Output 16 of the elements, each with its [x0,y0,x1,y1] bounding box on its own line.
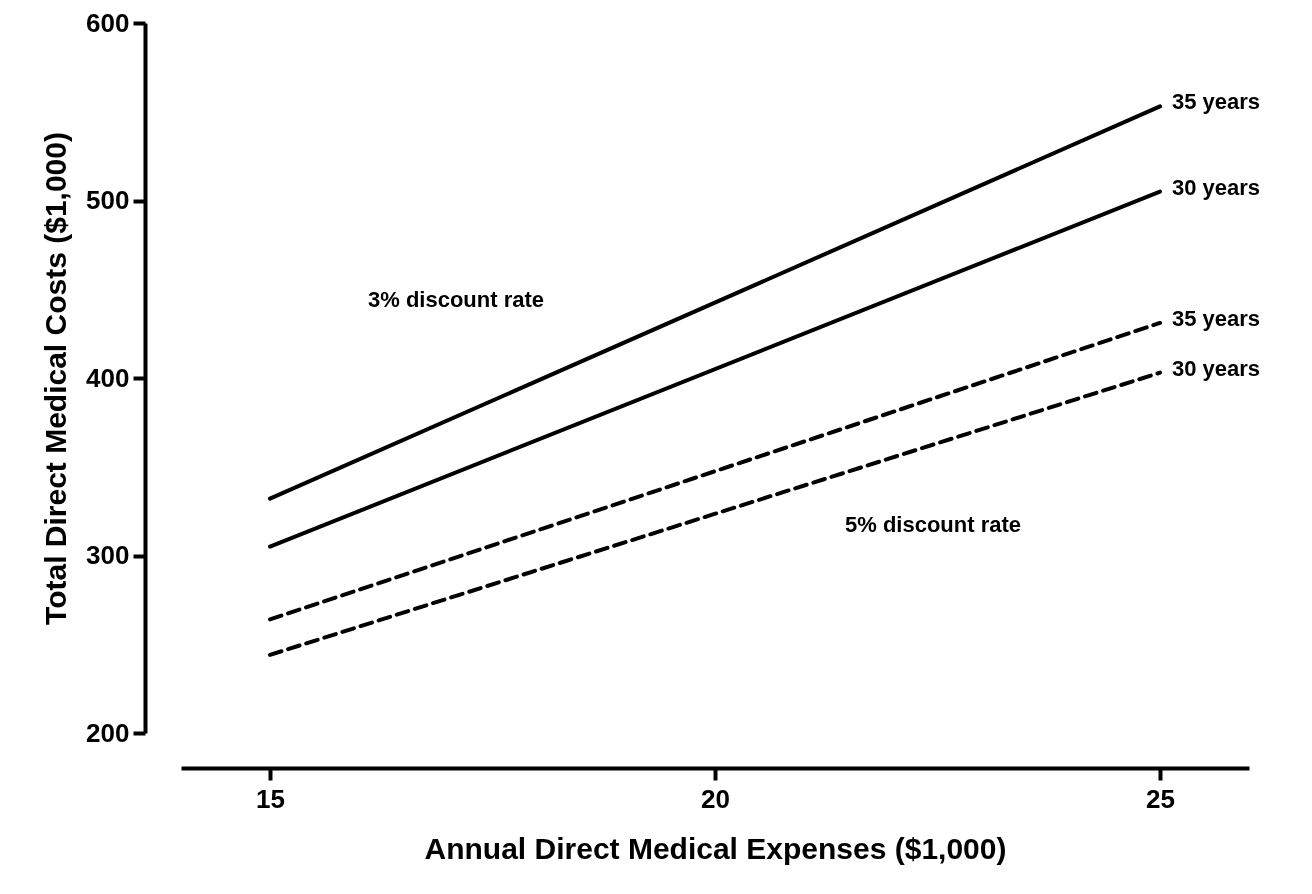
x-axis-title: Annual Direct Medical Expenses ($1,000) [424,831,1007,865]
x-tick-label: 20 [701,783,730,814]
series-label: 35 years [1172,305,1261,331]
y-tick-label: 400 [86,362,130,393]
x-tick-label: 15 [256,783,285,814]
annotation: 5% discount rate [844,512,1022,537]
series-label: 30 years [1172,174,1261,200]
y-tick-label: 500 [86,185,130,215]
y-tick-label: 200 [86,717,130,748]
y-tick-label: 300 [86,540,130,570]
series-label: 30 years [1172,355,1261,381]
y-axis-title: Total Direct Medical Costs ($1,000) [39,132,73,625]
series-label: 35 years [1172,89,1261,115]
annotation: 3% discount rate [367,287,545,312]
y-tick-label: 600 [86,7,130,38]
x-tick-label: 25 [1146,783,1175,814]
